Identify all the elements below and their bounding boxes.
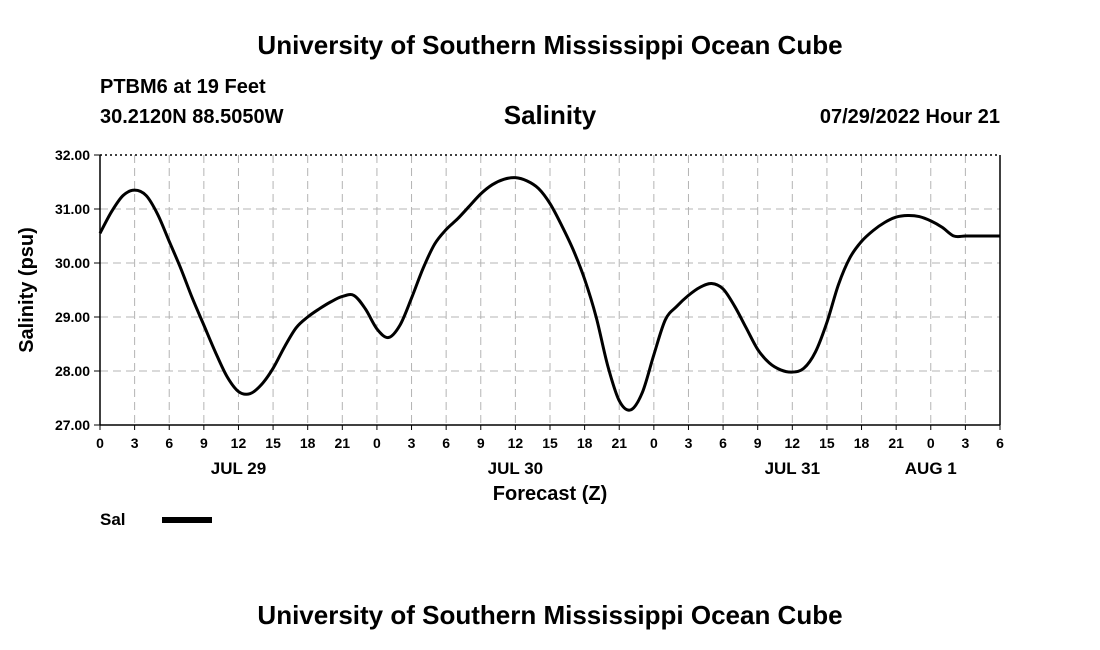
x-tick-label: 12 [785, 435, 801, 451]
station-label: PTBM6 at 19 Feet [100, 76, 266, 98]
org-title: University of Southern Mississippi Ocean… [257, 30, 843, 60]
x-tick-label: 6 [719, 435, 727, 451]
x-tick-label: 3 [685, 435, 693, 451]
x-tick-label: 9 [477, 435, 485, 451]
y-tick-label: 28.00 [55, 363, 90, 379]
x-tick-label: 21 [335, 435, 351, 451]
x-tick-label: 3 [961, 435, 969, 451]
coordinates-label: 30.2120N 88.5050W [100, 106, 284, 128]
x-tick-label: 15 [542, 435, 558, 451]
day-label: JUL 31 [765, 459, 820, 478]
footer-title: University of Southern Mississippi Ocean… [257, 600, 843, 630]
chart-title: Salinity [503, 100, 597, 130]
y-tick-label: 31.00 [55, 201, 90, 217]
y-tick-label: 29.00 [55, 309, 90, 325]
x-tick-label: 21 [888, 435, 904, 451]
y-tick-label: 30.00 [55, 255, 90, 271]
x-tick-label: 3 [408, 435, 416, 451]
day-label: AUG 1 [905, 459, 957, 478]
x-tick-label: 18 [300, 435, 316, 451]
x-tick-label: 9 [754, 435, 762, 451]
forecast-datetime: 07/29/2022 Hour 21 [819, 106, 1000, 128]
x-tick-label: 0 [927, 435, 935, 451]
legend-swatch [162, 517, 212, 523]
x-tick-label: 21 [611, 435, 627, 451]
x-tick-label: 0 [650, 435, 658, 451]
x-axis-label: Forecast (Z) [493, 483, 607, 505]
x-tick-label: 0 [373, 435, 381, 451]
x-tick-label: 0 [96, 435, 104, 451]
series-line-sal [98, 176, 1000, 412]
y-axis-label: Salinity (psu) [16, 227, 38, 353]
x-tick-label: 3 [131, 435, 139, 451]
x-tick-label: 12 [508, 435, 524, 451]
legend-label: Sal [100, 510, 126, 529]
y-tick-label: 32.00 [55, 147, 90, 163]
x-tick-label: 15 [819, 435, 835, 451]
x-tick-label: 18 [854, 435, 870, 451]
y-tick-label: 27.00 [55, 417, 90, 433]
x-tick-label: 6 [442, 435, 450, 451]
x-tick-label: 6 [165, 435, 173, 451]
x-tick-label: 6 [996, 435, 1004, 451]
x-tick-label: 18 [577, 435, 593, 451]
day-label: JUL 30 [488, 459, 543, 478]
x-tick-label: 15 [265, 435, 281, 451]
day-label: JUL 29 [211, 459, 266, 478]
x-tick-label: 12 [231, 435, 247, 451]
x-tick-label: 9 [200, 435, 208, 451]
